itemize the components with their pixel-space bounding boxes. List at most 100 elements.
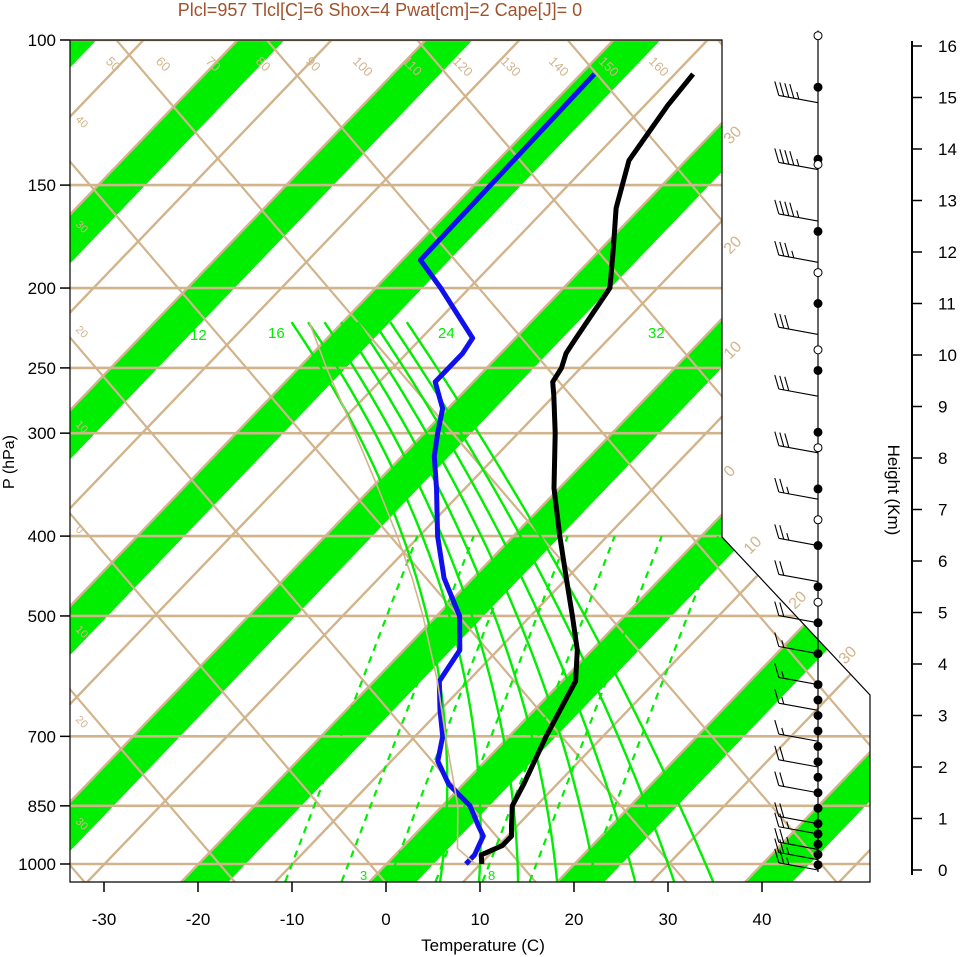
height-tick-label: 14 bbox=[938, 140, 957, 159]
wind-barb-half bbox=[791, 250, 795, 258]
dry-adiabat bbox=[717, 40, 870, 882]
moist-adiabat-label: 32 bbox=[648, 325, 665, 342]
moist-adiabat-label: 16 bbox=[268, 325, 285, 342]
wind-barb-half bbox=[796, 210, 800, 218]
wind-barb bbox=[778, 702, 819, 711]
isotherm-label-left: 20 bbox=[73, 714, 90, 731]
wind-barb bbox=[778, 785, 819, 794]
dry-adiabat bbox=[70, 40, 236, 882]
x-tick-label: 30 bbox=[659, 910, 678, 929]
moist-adiabat-label: 12 bbox=[190, 327, 207, 344]
dry-adiabat bbox=[70, 40, 687, 882]
wind-barb bbox=[778, 733, 819, 742]
wind-barb-flag bbox=[774, 745, 780, 760]
wind-barb-flag bbox=[779, 772, 785, 787]
wind-barb-flag bbox=[779, 432, 785, 447]
temperature-profile bbox=[478, 72, 696, 865]
height-circle bbox=[813, 31, 823, 41]
isotherm bbox=[274, 40, 870, 882]
isotherm bbox=[556, 40, 870, 882]
height-dot bbox=[813, 772, 823, 782]
dry-adiabat bbox=[265, 40, 870, 882]
wind-barb bbox=[778, 841, 819, 850]
moist-adiabat bbox=[372, 321, 637, 882]
wind-barb bbox=[778, 645, 819, 655]
pressure-axis: 100 150 200 250 300 400 500 700 850 1000 bbox=[18, 31, 70, 874]
wind-barb-half bbox=[781, 727, 785, 736]
isotherm-label-top: 100 bbox=[350, 54, 376, 80]
moist-adiabat bbox=[405, 321, 715, 882]
isotherm bbox=[70, 40, 521, 882]
isotherm-label-top: 50 bbox=[103, 54, 124, 75]
isotherm-label-right: 10 bbox=[741, 533, 766, 558]
isotherm bbox=[650, 40, 870, 882]
moist-adiabat bbox=[340, 321, 559, 882]
wind-barb bbox=[778, 615, 819, 624]
x-tick-label: 20 bbox=[565, 910, 584, 929]
wind-barb bbox=[778, 537, 819, 547]
x-tick-label: 0 bbox=[381, 910, 390, 929]
p-tick-label: 150 bbox=[28, 176, 56, 195]
height-dot bbox=[813, 839, 823, 849]
isotherm-label-left: 20 bbox=[73, 324, 90, 341]
mixing-ratio-line bbox=[434, 535, 569, 882]
height-tick-label: 12 bbox=[938, 243, 957, 262]
dry-adiabat bbox=[70, 40, 537, 882]
p-tick-label: 200 bbox=[28, 279, 56, 298]
isotherm-label-right: 10 bbox=[721, 338, 746, 363]
parcel-profile bbox=[308, 321, 476, 865]
wind-barb-flag bbox=[779, 746, 785, 761]
height-circle bbox=[813, 515, 823, 525]
isotherm bbox=[180, 40, 870, 882]
height-tick-label: 6 bbox=[938, 552, 947, 571]
wind-barb-flag bbox=[779, 813, 785, 828]
height-axis-label: Height (Km) bbox=[884, 445, 903, 536]
p-tick-label: 100 bbox=[28, 31, 56, 50]
wind-barb-flag bbox=[774, 838, 780, 853]
wind-barb-half bbox=[796, 158, 800, 167]
wind-barb-flag bbox=[779, 82, 785, 97]
wind-barb-flag bbox=[774, 313, 780, 328]
height-tick-label: 8 bbox=[938, 449, 947, 468]
sounding-profiles bbox=[308, 72, 696, 866]
p-tick-label: 500 bbox=[28, 607, 56, 626]
wind-barb-half bbox=[781, 671, 785, 679]
wind-barb-half bbox=[786, 857, 790, 865]
height-dot bbox=[813, 299, 823, 308]
mixing-ratio-label: 8 bbox=[488, 868, 495, 883]
wind-barb-flag bbox=[774, 663, 780, 678]
wind-barb-flag bbox=[774, 477, 780, 493]
isotherm bbox=[70, 40, 615, 882]
height-tick-label: 5 bbox=[938, 604, 947, 623]
isotherm-label-right: 0 bbox=[721, 462, 739, 480]
green-band bbox=[70, 40, 473, 882]
temperature-axis: -30 -20 -10 0 10 20 30 40 bbox=[92, 882, 771, 929]
height-tick-label: 4 bbox=[938, 655, 947, 674]
mixing-ratio-line bbox=[528, 535, 663, 882]
wind-barb-flag bbox=[779, 602, 785, 617]
wind-barb bbox=[778, 759, 819, 768]
wind-barb-flag bbox=[784, 83, 790, 98]
x-axis-label: Temperature (C) bbox=[421, 936, 545, 955]
wind-barb-flag bbox=[789, 202, 795, 217]
height-dot bbox=[813, 82, 823, 92]
height-tick-label: 0 bbox=[938, 861, 947, 880]
wind-barb-flag bbox=[784, 150, 790, 165]
height-tick-label: 7 bbox=[938, 501, 947, 520]
y-axis-label: P (hPa) bbox=[1, 435, 18, 489]
height-dot bbox=[813, 860, 823, 870]
isotherm-label-right: 30 bbox=[721, 123, 746, 148]
mixing-ratio-lines bbox=[284, 535, 720, 882]
wind-barb-half bbox=[786, 836, 790, 845]
dry-adiabat bbox=[70, 40, 387, 882]
isotherm bbox=[70, 40, 803, 882]
dry-adiabat bbox=[115, 40, 838, 882]
wind-barb bbox=[778, 491, 819, 500]
mixing-ratio-line bbox=[284, 535, 419, 882]
height-dot bbox=[813, 726, 823, 736]
wind-barb-half bbox=[786, 847, 790, 855]
wind-barb-flag bbox=[779, 561, 785, 576]
wind-barb-flag bbox=[774, 199, 780, 215]
isotherm bbox=[70, 40, 427, 882]
wind-barb-flag bbox=[779, 313, 785, 329]
